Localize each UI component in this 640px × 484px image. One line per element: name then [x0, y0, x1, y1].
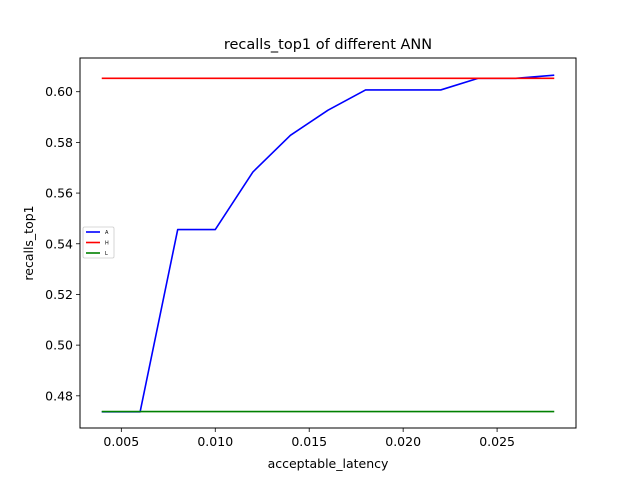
- plot-frame: [79, 57, 577, 429]
- x-axis: 0.005 0.010 0.015 0.020 0.025: [103, 428, 515, 449]
- legend: AHL: [82, 226, 115, 259]
- y-axis-label: recalls_top1: [21, 205, 36, 280]
- y-tick-label: 0.50: [45, 338, 73, 353]
- x-tick-label: 0.015: [291, 434, 327, 449]
- y-tick-label: 0.56: [45, 186, 73, 201]
- legend-label-A: A: [105, 230, 109, 236]
- y-tick-label: 0.58: [45, 135, 73, 150]
- y-tick-label: 0.48: [45, 388, 73, 403]
- x-tick-label: 0.020: [385, 434, 421, 449]
- y-axis: 0.48 0.50 0.52 0.54 0.56 0.58 0.60: [45, 84, 80, 403]
- legend-label-L: L: [105, 251, 108, 257]
- x-tick-label: 0.010: [197, 434, 233, 449]
- x-tick-label: 0.025: [479, 434, 515, 449]
- x-tick-label: 0.005: [103, 434, 139, 449]
- plot-area: [101, 74, 555, 413]
- x-axis-label: acceptable_latency: [268, 456, 389, 471]
- chart-title: recalls_top1 of different ANN: [224, 37, 432, 53]
- y-tick-label: 0.60: [45, 84, 73, 99]
- series-line-A: [101, 74, 555, 413]
- y-tick-label: 0.52: [45, 287, 73, 302]
- y-tick-label: 0.54: [45, 236, 73, 251]
- legend-label-H: H: [105, 240, 109, 246]
